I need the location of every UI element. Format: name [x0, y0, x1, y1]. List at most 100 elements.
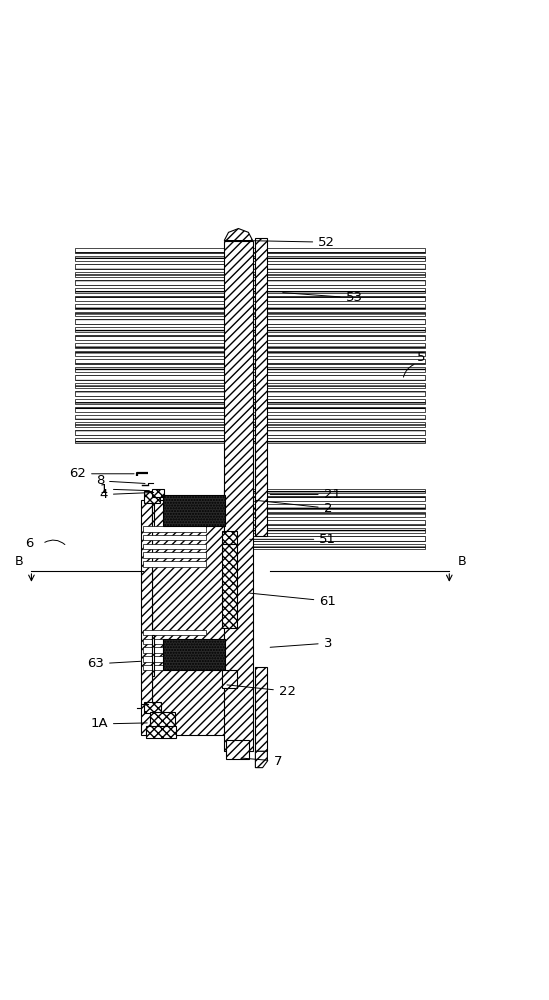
Text: 4: 4	[99, 488, 154, 501]
Text: 62: 62	[69, 467, 134, 480]
Bar	[75, 359, 224, 364]
Bar	[75, 415, 224, 419]
Bar	[253, 422, 425, 427]
Bar	[75, 272, 224, 277]
Text: 21: 21	[270, 488, 341, 501]
Bar	[75, 256, 224, 261]
Bar	[253, 512, 425, 517]
Bar	[75, 312, 224, 316]
Bar	[253, 496, 425, 501]
Bar	[253, 359, 425, 364]
Bar	[75, 335, 224, 340]
Polygon shape	[224, 229, 253, 241]
Text: 6: 6	[25, 537, 33, 550]
Bar	[75, 430, 224, 435]
Text: B: B	[15, 555, 23, 568]
Bar	[221, 531, 237, 544]
Bar	[226, 740, 249, 759]
Bar	[253, 367, 425, 372]
Text: 63: 63	[87, 657, 141, 670]
Bar	[75, 422, 224, 427]
Bar	[152, 500, 225, 735]
Text: B: B	[457, 555, 466, 568]
Bar	[144, 702, 161, 713]
Bar	[143, 544, 206, 549]
Bar	[163, 639, 225, 670]
Bar	[143, 552, 206, 558]
Bar	[163, 495, 225, 526]
Bar	[75, 264, 224, 269]
Bar	[75, 367, 224, 372]
Bar	[224, 490, 234, 531]
Bar	[143, 535, 206, 540]
Text: 22: 22	[227, 685, 296, 698]
Text: 8: 8	[96, 474, 145, 487]
Bar	[75, 399, 224, 404]
Bar	[253, 296, 425, 301]
Bar	[224, 241, 253, 751]
Bar	[75, 304, 224, 309]
Bar	[75, 343, 224, 348]
Bar	[255, 238, 267, 536]
Bar	[75, 296, 224, 301]
Text: 52: 52	[247, 236, 335, 249]
Text: 2: 2	[255, 500, 332, 515]
Bar	[253, 504, 425, 509]
Bar	[253, 272, 425, 277]
Bar	[253, 383, 425, 388]
Bar	[253, 343, 425, 348]
Bar	[143, 665, 206, 670]
Bar	[152, 489, 164, 497]
Bar	[144, 491, 160, 503]
Bar	[152, 490, 154, 531]
Bar	[221, 544, 237, 628]
Bar	[253, 304, 425, 309]
Bar	[75, 438, 224, 443]
Bar	[255, 667, 267, 751]
Text: 5: 5	[417, 351, 425, 364]
Bar	[253, 335, 425, 340]
Bar	[253, 399, 425, 404]
Bar	[75, 288, 224, 293]
Bar	[143, 647, 206, 653]
Bar	[75, 407, 224, 412]
Bar	[141, 500, 152, 735]
Bar	[224, 635, 234, 676]
Text: 1: 1	[99, 483, 149, 496]
Bar	[253, 248, 425, 253]
Bar	[253, 536, 425, 541]
Bar	[75, 375, 224, 380]
Bar	[253, 544, 425, 549]
Bar	[253, 438, 425, 443]
Bar	[221, 670, 237, 688]
Text: 51: 51	[250, 533, 337, 546]
Bar	[253, 430, 425, 435]
Bar	[75, 280, 224, 285]
Bar	[143, 630, 206, 635]
Text: 3: 3	[270, 637, 332, 650]
Bar	[253, 489, 425, 493]
Bar	[152, 635, 154, 676]
Text: 61: 61	[250, 593, 336, 608]
Bar	[253, 391, 425, 396]
Bar	[143, 656, 206, 662]
Bar	[75, 327, 224, 332]
Bar	[253, 407, 425, 412]
Bar	[253, 280, 425, 285]
Bar	[75, 248, 224, 253]
Bar	[253, 264, 425, 269]
Bar	[143, 526, 206, 532]
Text: 7: 7	[241, 755, 282, 768]
Bar	[75, 383, 224, 388]
Bar	[143, 561, 206, 567]
Bar	[253, 327, 425, 332]
Bar	[253, 351, 425, 356]
Bar	[75, 391, 224, 396]
Text: 1A: 1A	[90, 717, 147, 730]
Bar	[253, 312, 425, 316]
Bar	[253, 375, 425, 380]
Bar	[150, 712, 175, 727]
Bar	[143, 639, 206, 644]
Bar	[253, 415, 425, 419]
Bar	[253, 288, 425, 293]
